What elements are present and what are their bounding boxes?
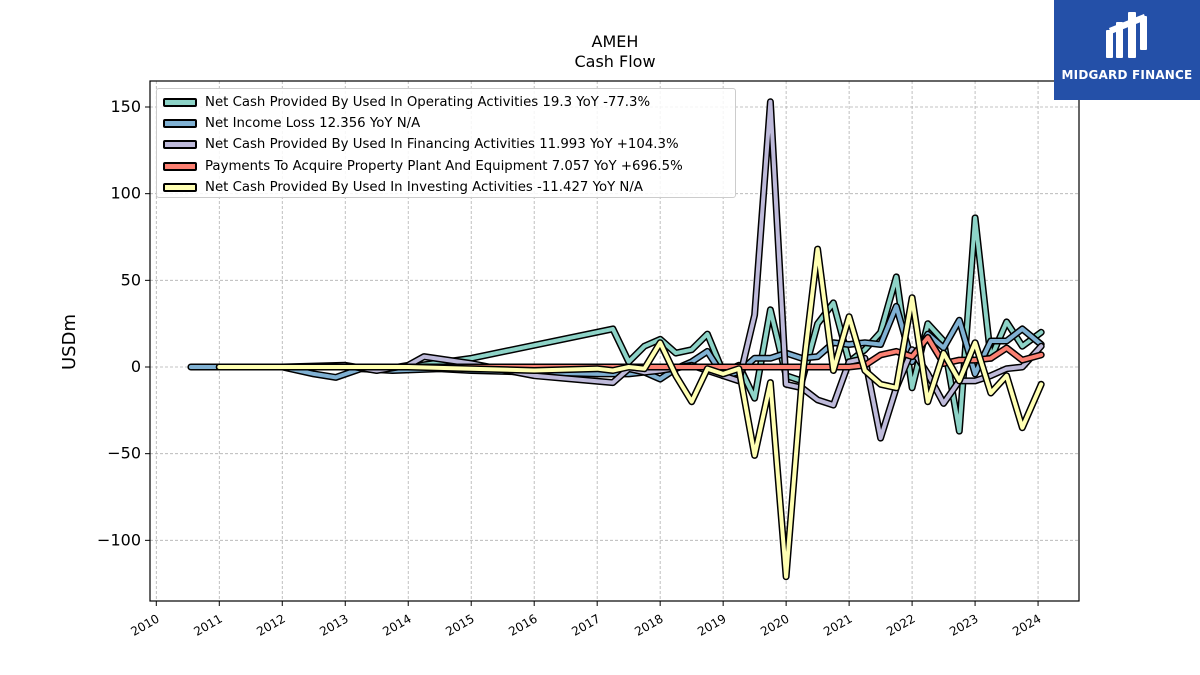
y-tick-label: 0 [131, 357, 141, 376]
x-tick-label: 2015 [443, 611, 476, 638]
legend-label: Net Cash Provided By Used In Operating A… [205, 95, 651, 111]
x-tick-label: 2012 [254, 611, 287, 638]
legend-item-financing: Net Cash Provided By Used In Financing A… [163, 134, 735, 155]
series-line-4 [215, 245, 1045, 581]
x-tick-label: 2022 [884, 611, 917, 638]
y-axis-label: USDm [59, 314, 80, 370]
brand-logo: MIDGARD FINANCE [1054, 0, 1200, 100]
y-tick-label: −100 [97, 530, 141, 549]
legend-swatch [163, 98, 197, 108]
legend-label: Net Income Loss 12.356 YoY N/A [205, 116, 421, 132]
series-lines [187, 98, 1045, 581]
brand-name: MIDGARD FINANCE [1061, 68, 1193, 82]
series-outline [215, 245, 1045, 581]
y-axis-ticks: 150 100 50 0 −50 −100 [97, 97, 150, 549]
legend-swatch [163, 140, 197, 150]
x-tick-label: 2014 [380, 611, 413, 638]
series-stroke [217, 247, 1044, 579]
chart-subtitle: Cash Flow [574, 52, 655, 71]
x-tick-label: 2017 [569, 611, 602, 638]
x-tick-label: 2021 [821, 611, 854, 638]
x-axis-ticks: 2010 2011 2012 2013 2014 2015 2016 2017 2018 2019… [128, 601, 1044, 639]
legend-label: Net Cash Provided By Used In Investing A… [205, 179, 643, 195]
y-tick-label: 150 [110, 97, 141, 116]
x-tick-label: 2024 [1010, 611, 1043, 638]
x-tick-label: 2016 [506, 611, 539, 638]
plot-frame [149, 80, 1080, 602]
legend-swatch [163, 182, 197, 192]
legend-item-capex: Payments To Acquire Property Plant And E… [163, 156, 735, 177]
midgard-logo-icon [1106, 12, 1147, 58]
x-tick-label: 2023 [947, 611, 980, 638]
x-tick-label: 2013 [317, 611, 350, 638]
y-tick-label: 100 [110, 184, 141, 203]
series-stroke [217, 99, 1044, 441]
x-tick-label: 2011 [191, 611, 224, 638]
legend-item-investing: Net Cash Provided By Used In Investing A… [163, 177, 735, 198]
legend-label: Payments To Acquire Property Plant And E… [205, 158, 683, 174]
legend-label: Net Cash Provided By Used In Financing A… [205, 137, 679, 153]
legend-item-operating: Net Cash Provided By Used In Operating A… [163, 92, 735, 113]
x-tick-label: 2010 [128, 611, 161, 638]
x-tick-label: 2018 [632, 611, 665, 638]
series-line-2 [215, 98, 1045, 442]
chart-title: AMEH [592, 32, 639, 51]
y-tick-label: −50 [107, 444, 141, 463]
legend-item-net-income: Net Income Loss 12.356 YoY N/A [163, 113, 735, 134]
x-tick-label: 2019 [695, 611, 728, 638]
y-tick-label: 50 [121, 270, 141, 289]
legend: Net Cash Provided By Used In Operating A… [156, 88, 736, 198]
x-tick-label: 2020 [758, 611, 791, 638]
legend-swatch [163, 161, 197, 171]
legend-swatch [163, 119, 197, 129]
